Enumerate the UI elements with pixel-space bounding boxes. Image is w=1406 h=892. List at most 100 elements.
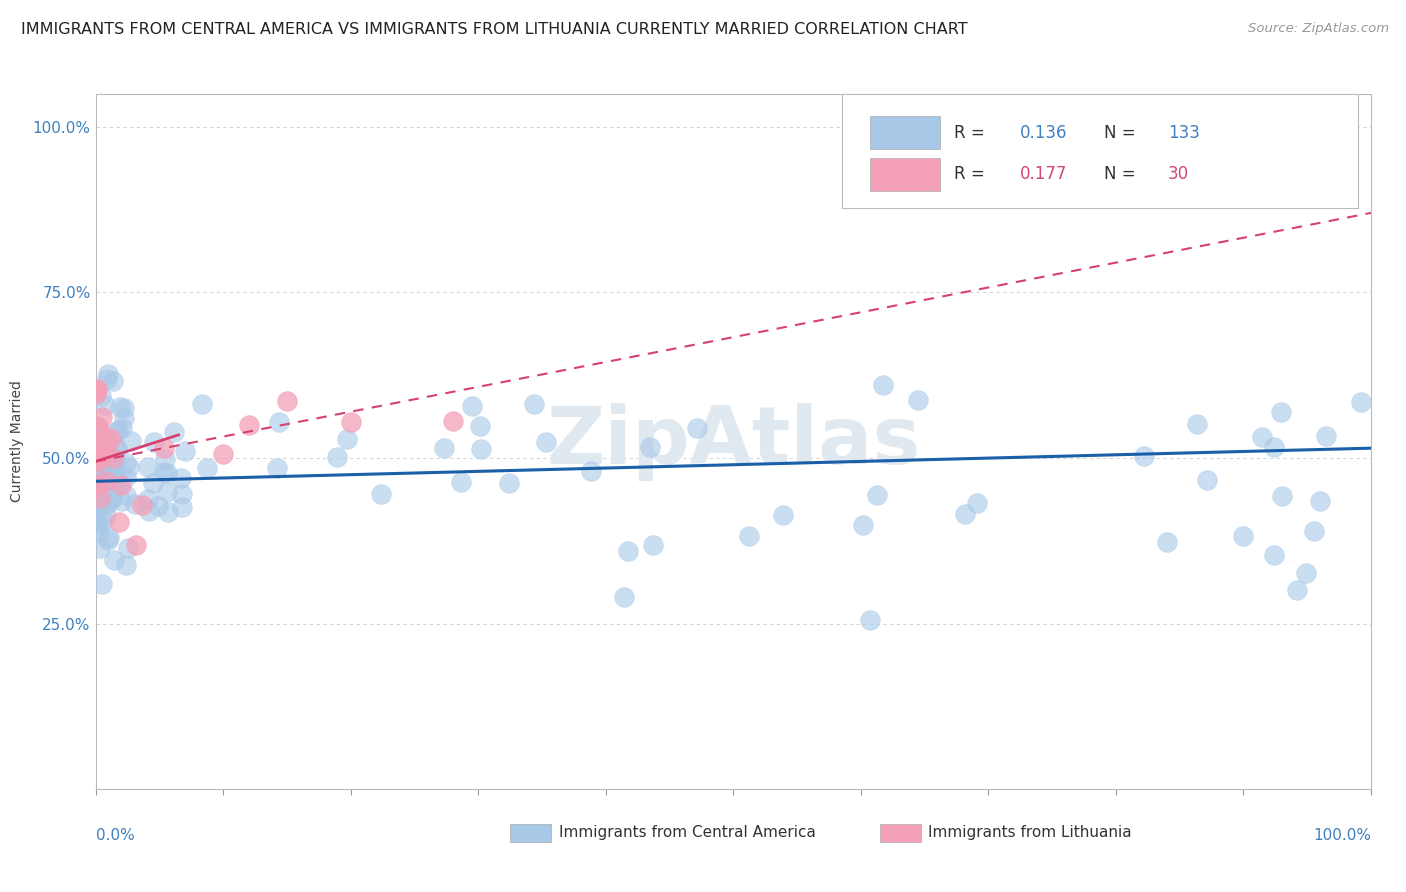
Point (86, 442, 108, 457)
Point (772, 508, 794, 522)
Point (112, 401, 135, 415)
Point (131, 499, 153, 513)
Point (108, 515, 131, 529)
Point (87, 448, 110, 462)
Point (100, 471, 122, 485)
Point (91, 410, 114, 425)
Point (98, 530, 121, 544)
Point (117, 541, 139, 555)
Text: 0.136: 0.136 (1021, 124, 1067, 142)
Point (90, 458, 112, 473)
Point (1308, 493, 1330, 508)
Point (107, 423, 129, 437)
Point (156, 505, 179, 519)
Point (104, 467, 127, 482)
Point (276, 394, 298, 409)
Point (641, 538, 664, 552)
Point (613, 590, 636, 604)
Point (89, 493, 111, 508)
Point (104, 475, 127, 490)
Point (96, 429, 118, 443)
Y-axis label: Currently Married: Currently Married (10, 381, 24, 502)
Point (143, 434, 166, 449)
Point (90, 434, 112, 448)
Point (84, 500, 107, 515)
Point (86, 459, 108, 474)
Point (872, 378, 894, 392)
Point (136, 491, 159, 506)
Point (534, 435, 557, 450)
Text: 100.0%: 100.0% (1313, 828, 1371, 843)
Text: Immigrants from Central America: Immigrants from Central America (558, 825, 815, 840)
Point (86, 514, 108, 528)
Text: N =: N = (1104, 165, 1142, 184)
Point (84, 473, 107, 487)
Point (686, 420, 709, 434)
Point (86, 507, 108, 521)
Point (96, 497, 118, 511)
Point (153, 452, 176, 467)
Point (101, 491, 124, 506)
Point (1271, 489, 1294, 503)
Point (115, 558, 138, 572)
Point (124, 497, 146, 511)
Point (859, 613, 882, 627)
Point (156, 466, 179, 480)
Point (87, 425, 110, 439)
Point (638, 440, 661, 454)
Point (108, 400, 131, 414)
Point (125, 538, 148, 552)
Point (84, 384, 107, 398)
Point (96, 436, 118, 450)
Point (103, 457, 125, 471)
Point (170, 487, 193, 501)
Point (468, 419, 491, 434)
Point (97, 450, 120, 465)
Text: IMMIGRANTS FROM CENTRAL AMERICA VS IMMIGRANTS FROM LITHUANIA CURRENTLY MARRIED C: IMMIGRANTS FROM CENTRAL AMERICA VS IMMIG… (21, 22, 967, 37)
Text: 30: 30 (1168, 165, 1189, 184)
Point (852, 518, 875, 533)
Point (114, 456, 136, 470)
Point (112, 410, 135, 425)
Point (96, 508, 118, 522)
Point (86, 419, 108, 434)
Point (111, 421, 134, 435)
Point (96, 372, 118, 386)
Point (107, 476, 129, 491)
Point (89, 541, 111, 556)
Point (96, 474, 118, 488)
Point (1185, 417, 1208, 431)
Point (172, 500, 194, 515)
Point (87, 519, 110, 533)
Point (86, 444, 108, 458)
Point (90, 495, 112, 509)
Point (370, 486, 392, 500)
Point (84, 477, 107, 491)
Point (94, 455, 117, 469)
Point (101, 451, 124, 466)
Point (336, 432, 359, 446)
Point (498, 476, 520, 491)
Point (966, 496, 988, 510)
Point (1156, 535, 1178, 549)
Point (101, 481, 124, 495)
Point (84, 387, 107, 401)
Point (433, 442, 456, 456)
Text: Source: ZipAtlas.com: Source: ZipAtlas.com (1249, 22, 1389, 36)
Point (1295, 566, 1317, 580)
Point (1232, 529, 1254, 543)
Point (84, 465, 107, 479)
Point (1197, 473, 1219, 487)
Point (470, 442, 492, 457)
Point (86, 526, 108, 541)
Point (156, 485, 179, 500)
Point (738, 529, 761, 543)
Point (1303, 524, 1326, 538)
Text: Immigrants from Lithuania: Immigrants from Lithuania (928, 825, 1132, 840)
Point (190, 397, 212, 411)
Point (89, 491, 111, 505)
Point (94, 436, 117, 450)
Point (138, 460, 160, 475)
FancyBboxPatch shape (870, 116, 939, 149)
Text: R =: R = (953, 124, 990, 142)
